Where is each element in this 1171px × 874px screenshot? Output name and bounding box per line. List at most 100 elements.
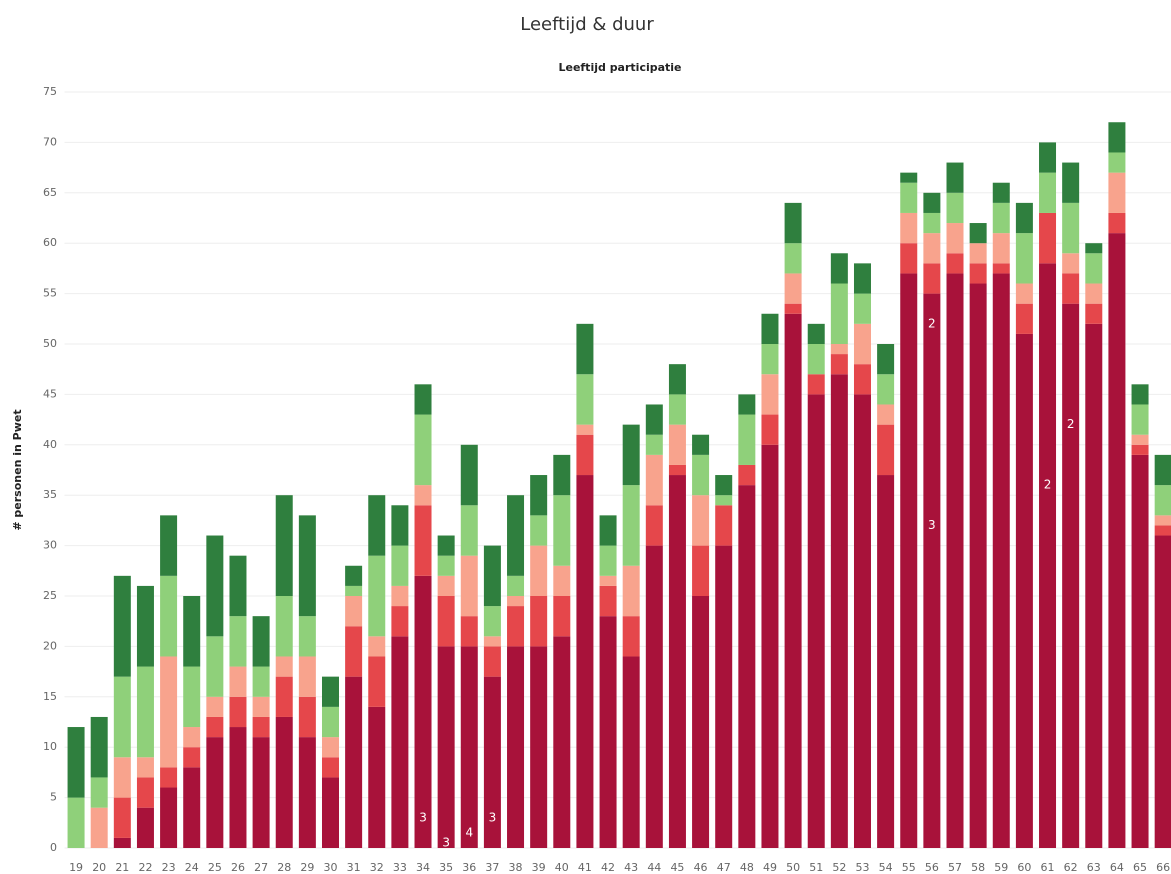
annotation: 2 xyxy=(1067,417,1075,431)
bar-segment xyxy=(830,253,848,284)
bar-segment xyxy=(622,424,640,486)
bar-segment xyxy=(784,273,802,304)
bar-segment xyxy=(853,293,871,324)
bar-segment xyxy=(136,757,154,778)
bar-segment xyxy=(807,374,825,395)
bar-segment xyxy=(90,777,108,808)
bar-segment xyxy=(391,636,409,848)
bar-segment xyxy=(830,283,848,344)
bar-segment xyxy=(275,596,293,657)
bar-segment xyxy=(530,475,548,516)
x-tick-label: 28 xyxy=(277,861,291,874)
bar-segment xyxy=(1039,172,1057,213)
bar-segment xyxy=(345,596,363,627)
bar-segment xyxy=(992,263,1010,274)
bar-segment xyxy=(900,212,918,244)
bar-segment xyxy=(67,727,85,798)
bar-segment xyxy=(946,223,964,254)
bar-segment xyxy=(229,555,247,617)
bar-segment xyxy=(67,797,85,848)
x-tick-label: 58 xyxy=(971,861,985,874)
bar-segment xyxy=(553,636,571,848)
bar-segment xyxy=(645,545,663,848)
bar-segment xyxy=(391,606,409,637)
bar-segment xyxy=(1039,263,1057,848)
bar-segment xyxy=(229,666,247,697)
x-tick-label: 62 xyxy=(1064,861,1078,874)
bar-segment xyxy=(668,364,686,395)
bar-segment xyxy=(368,495,386,556)
bar-segment xyxy=(969,283,987,848)
bar-segment xyxy=(807,394,825,848)
annotation: 2 xyxy=(1044,478,1052,492)
y-tick-label: 30 xyxy=(43,539,57,552)
x-tick-label: 19 xyxy=(69,861,83,874)
x-tick-label: 50 xyxy=(786,861,800,874)
annotation: 2 xyxy=(928,316,936,330)
annotation: 4 xyxy=(465,825,473,839)
bar-segment xyxy=(483,545,501,607)
bar-segment xyxy=(414,414,432,486)
bar-segment xyxy=(437,596,455,647)
bar-segment xyxy=(252,716,270,738)
bar-segment xyxy=(1062,162,1080,203)
y-tick-label: 50 xyxy=(43,337,57,350)
bar-segment xyxy=(1154,525,1171,536)
bar-segment xyxy=(229,616,247,667)
bar-segment xyxy=(298,656,316,697)
bar-segment xyxy=(275,495,293,596)
bar-segment xyxy=(345,585,363,596)
bar-segment xyxy=(761,344,779,375)
bar-segment xyxy=(136,585,154,667)
bar-segment xyxy=(437,555,455,576)
bar-segment xyxy=(275,676,293,717)
bar-segment xyxy=(1131,404,1149,435)
bar-segment xyxy=(830,344,848,355)
bar-segment xyxy=(368,706,386,848)
bar-segment xyxy=(807,323,825,344)
x-tick-label: 41 xyxy=(578,861,592,874)
bar-segment xyxy=(298,616,316,657)
bar-segment xyxy=(877,475,895,848)
bar-segment xyxy=(599,515,617,546)
bar-segment xyxy=(507,596,525,607)
bar-segment xyxy=(1108,212,1126,234)
bar-segment xyxy=(969,243,987,264)
bar-segment xyxy=(738,485,756,848)
bar-segment xyxy=(807,344,825,375)
y-tick-label: 70 xyxy=(43,135,57,148)
bar-segment xyxy=(761,313,779,344)
bar-segment xyxy=(298,515,316,617)
bar-segment xyxy=(321,676,339,707)
x-tick-label: 66 xyxy=(1156,861,1170,874)
bar-segment xyxy=(553,495,571,566)
x-tick-label: 47 xyxy=(717,861,731,874)
x-tick-label: 60 xyxy=(1017,861,1031,874)
bar-segment xyxy=(1131,454,1149,848)
bar-segment xyxy=(923,212,941,234)
bar-segment xyxy=(90,807,108,848)
x-tick-label: 54 xyxy=(879,861,893,874)
bar-segment xyxy=(460,616,478,647)
bar-segment xyxy=(530,646,548,848)
bar-segment xyxy=(160,767,178,788)
bar-segment xyxy=(923,263,941,294)
bar-segment xyxy=(1131,384,1149,405)
bar-segment xyxy=(275,656,293,677)
bar-segment xyxy=(530,545,548,596)
bar-segment xyxy=(622,656,640,848)
x-tick-label: 64 xyxy=(1110,861,1124,874)
bar-segment xyxy=(946,192,964,224)
bar-segment xyxy=(761,374,779,415)
bar-segment xyxy=(507,646,525,848)
annotation: 3 xyxy=(928,518,936,532)
bar-segment xyxy=(414,505,432,576)
bar-segment xyxy=(1108,152,1126,173)
bar-segment xyxy=(599,575,617,586)
x-tick-label: 37 xyxy=(485,861,499,874)
x-tick-label: 59 xyxy=(994,861,1008,874)
bar-segment xyxy=(877,404,895,425)
bar-segment xyxy=(622,565,640,617)
x-tick-label: 56 xyxy=(925,861,939,874)
bar-segment xyxy=(877,424,895,476)
